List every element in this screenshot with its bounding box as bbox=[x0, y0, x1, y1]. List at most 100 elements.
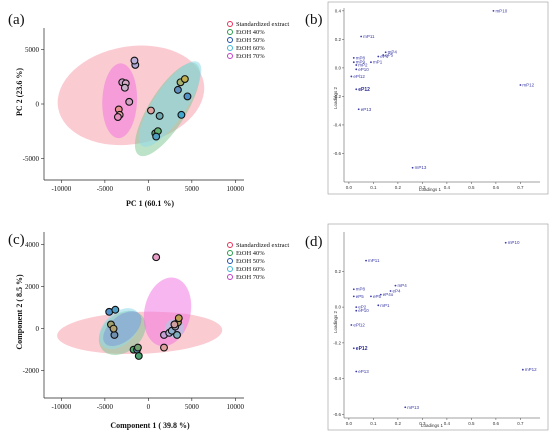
x-tick-label: 10000 bbox=[227, 185, 245, 193]
score-point-13 bbox=[152, 132, 161, 141]
score-point-4 bbox=[109, 324, 118, 333]
legend-marker-1 bbox=[227, 250, 233, 256]
y-tick-label: 0.0 bbox=[335, 65, 342, 70]
y-tick-label: 0 bbox=[36, 325, 40, 333]
score-point-16 bbox=[173, 331, 181, 339]
loading-point-14 bbox=[411, 166, 414, 169]
loading-point-1 bbox=[365, 259, 367, 262]
y-tick-label: 4000 bbox=[25, 241, 40, 249]
score-point-5 bbox=[120, 83, 129, 92]
x-tick-label: 0 bbox=[147, 403, 151, 411]
score-point-17 bbox=[177, 110, 186, 119]
x-tick-label: 0.4 bbox=[444, 185, 451, 190]
x-tick-label: 0.6 bbox=[493, 421, 500, 426]
panel-a-ylabel: PC 2 (23.6 %) bbox=[15, 68, 24, 116]
loading-label-3: mP8 bbox=[356, 287, 366, 292]
x-tick-label: -5000 bbox=[97, 185, 114, 193]
loading-label-8: mP2 bbox=[358, 63, 368, 68]
loading-point-11 bbox=[355, 88, 358, 91]
score-point-7 bbox=[134, 352, 143, 360]
score-point-2 bbox=[113, 113, 122, 121]
loading-point-13 bbox=[355, 370, 358, 373]
x-tick-label: 0.2 bbox=[395, 421, 402, 426]
legend-entry-0: Standardized extract bbox=[236, 21, 289, 28]
score-point-8 bbox=[133, 343, 142, 352]
loading-label-15: mP13 bbox=[407, 405, 419, 410]
x-tick-label: 0.3 bbox=[419, 421, 426, 426]
loading-label-6: mP1 bbox=[373, 60, 383, 65]
panel-c-plot: -10000 -5000 0 5000 10000 4000 2000 0 -2000 bbox=[23, 232, 245, 411]
legend-entry-4: EtOH 70% bbox=[236, 53, 265, 60]
panel-a-label: (a) bbox=[8, 12, 25, 28]
score-point-17 bbox=[160, 343, 168, 352]
panel-b-frame bbox=[327, 1, 549, 195]
loading-point-4 bbox=[377, 55, 380, 58]
y-tick-label: -2000 bbox=[23, 367, 40, 375]
loading-point-0 bbox=[492, 9, 495, 12]
panel-d-ylabel: Loadings 2 bbox=[333, 310, 338, 333]
loading-label-9: eP10 bbox=[358, 67, 369, 72]
y-tick-label: 0.4 bbox=[335, 8, 342, 13]
loading-label-13: eP13 bbox=[358, 369, 369, 374]
legend-marker-2 bbox=[227, 258, 233, 264]
y-tick-label: -5000 bbox=[23, 155, 40, 163]
loading-label-10: ePl12 bbox=[353, 74, 365, 79]
panel-c-label: (c) bbox=[8, 232, 25, 248]
x-tick-label: 0.0 bbox=[346, 185, 353, 190]
loading-label-0: mP10 bbox=[495, 8, 507, 13]
loading-label-13: mP12 bbox=[522, 83, 534, 88]
loading-point-9 bbox=[355, 68, 358, 71]
score-point-9 bbox=[152, 253, 161, 262]
legend-entry-2: EtOH 50% bbox=[236, 258, 265, 265]
x-tick-label: -10000 bbox=[51, 403, 71, 411]
loading-label-2: mP4 bbox=[397, 283, 407, 288]
x-tick-label: 0.0 bbox=[346, 421, 353, 426]
loading-label-1: mP11 bbox=[363, 34, 375, 39]
y-tick-label: -0.6 bbox=[333, 412, 341, 417]
loading-label-7: mP9 bbox=[356, 60, 366, 65]
loading-point-8 bbox=[377, 304, 380, 307]
loading-label-12: eP12 bbox=[356, 346, 368, 352]
y-tick-label: 5000 bbox=[25, 46, 40, 54]
panel-d: (d) 0.0 0.1 0.2 0.3 0.4 0.5 0.6 0.7 0.2 0.0 -0.2 -0… bbox=[305, 223, 549, 431]
loading-label-14: mP13 bbox=[415, 165, 427, 170]
legend-entry-1: EtOH 40% bbox=[236, 29, 265, 36]
y-tick-label: -0.2 bbox=[333, 94, 341, 99]
loading-label-3: mP8 bbox=[356, 55, 366, 60]
loading-point-10 bbox=[355, 309, 358, 312]
x-tick-label: 0.5 bbox=[468, 421, 475, 426]
legend-marker-3 bbox=[227, 45, 233, 51]
legend-entry-0: Standardized extract bbox=[236, 242, 289, 249]
panel-c: (c) -10000 -5000 0 5000 10000400020000-2000 … bbox=[8, 232, 289, 430]
loading-label-11: eP12 bbox=[358, 87, 370, 93]
loading-point-10 bbox=[350, 75, 353, 78]
loading-point-1 bbox=[360, 35, 363, 38]
y-tick-label: 0.2 bbox=[335, 37, 342, 42]
loading-point-3 bbox=[352, 57, 355, 59]
panel-c-xlabel: Component 1 ( 39.8 %) bbox=[110, 421, 190, 430]
x-tick-label: 0.3 bbox=[419, 185, 426, 190]
score-point-16 bbox=[180, 75, 189, 83]
legend-marker-3 bbox=[227, 266, 233, 272]
x-tick-label: 5000 bbox=[185, 403, 200, 411]
loading-point-7 bbox=[352, 295, 355, 298]
legend-marker-2 bbox=[227, 37, 233, 43]
loading-label-14: mP12 bbox=[525, 367, 537, 372]
loading-point-2 bbox=[384, 51, 387, 54]
loading-label-7: eP5 bbox=[356, 294, 365, 299]
x-tick-label: 0.7 bbox=[517, 185, 524, 190]
loading-point-2 bbox=[394, 284, 397, 287]
loading-label-4: eP4 bbox=[393, 289, 402, 294]
loading-point-4 bbox=[389, 290, 392, 292]
legend-marker-1 bbox=[227, 29, 233, 35]
panel-d-plot: 0.0 0.1 0.2 0.3 0.4 0.5 0.6 0.7 0.2 0.0 -0.2 -0.4 -0… bbox=[333, 232, 540, 426]
panel-b-plot: 0.0 0.1 0.2 0.3 0.4 0.5 0.6 0.7 0.4 0.2 0.0 -0.2 -0.… bbox=[333, 8, 540, 190]
x-tick-label: 0.4 bbox=[444, 421, 451, 426]
loading-point-12 bbox=[357, 108, 360, 111]
legend-entry-2: EtOH 50% bbox=[236, 37, 265, 44]
y-tick-label: 2000 bbox=[25, 283, 40, 291]
loading-point-12 bbox=[352, 347, 355, 350]
score-point-8 bbox=[125, 97, 134, 106]
x-tick-label: 10000 bbox=[227, 403, 245, 411]
panel-b-xlabel: Loadings 1 bbox=[419, 187, 442, 192]
